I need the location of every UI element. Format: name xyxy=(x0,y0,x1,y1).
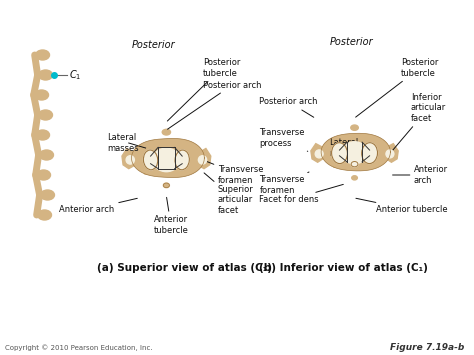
Text: Anterior
tubercle: Anterior tubercle xyxy=(154,197,188,235)
Ellipse shape xyxy=(41,190,55,200)
Polygon shape xyxy=(321,133,391,171)
Ellipse shape xyxy=(36,170,51,180)
Text: Superior
articular
facet: Superior articular facet xyxy=(204,173,254,215)
Text: Posterior arch: Posterior arch xyxy=(167,81,262,129)
Ellipse shape xyxy=(332,143,347,164)
Ellipse shape xyxy=(352,176,357,180)
Text: Lateral
masses: Lateral masses xyxy=(107,133,138,153)
Polygon shape xyxy=(122,148,136,169)
Ellipse shape xyxy=(126,156,135,164)
Ellipse shape xyxy=(162,129,171,135)
Text: (b) Inferior view of atlas (C₁): (b) Inferior view of atlas (C₁) xyxy=(259,263,428,273)
Ellipse shape xyxy=(351,125,358,130)
Ellipse shape xyxy=(38,70,53,80)
Text: (a) Superior view of atlas (C₁): (a) Superior view of atlas (C₁) xyxy=(97,263,272,273)
Ellipse shape xyxy=(36,50,49,60)
Polygon shape xyxy=(197,148,211,169)
Text: Facet for dens: Facet for dens xyxy=(259,184,343,204)
Text: Posterior: Posterior xyxy=(132,40,175,50)
Text: Posterior
tubercle: Posterior tubercle xyxy=(356,58,438,117)
Polygon shape xyxy=(131,138,204,178)
Ellipse shape xyxy=(37,210,52,220)
Text: Lateral
masses: Lateral masses xyxy=(329,138,360,158)
Ellipse shape xyxy=(175,150,189,170)
Ellipse shape xyxy=(153,148,180,172)
Ellipse shape xyxy=(351,162,358,167)
Ellipse shape xyxy=(144,150,158,170)
Ellipse shape xyxy=(164,183,169,188)
Text: Transverse
foramen: Transverse foramen xyxy=(204,160,264,185)
Ellipse shape xyxy=(40,150,54,160)
Ellipse shape xyxy=(36,130,49,140)
Ellipse shape xyxy=(362,143,377,164)
Ellipse shape xyxy=(386,150,394,158)
Text: Copyright © 2010 Pearson Education, Inc.: Copyright © 2010 Pearson Education, Inc. xyxy=(5,345,153,351)
Polygon shape xyxy=(311,144,324,162)
Ellipse shape xyxy=(315,150,323,158)
Ellipse shape xyxy=(198,156,207,164)
Text: Anterior arch: Anterior arch xyxy=(59,198,137,214)
Text: Posterior
tubercle: Posterior tubercle xyxy=(167,58,240,121)
Text: $C_1$: $C_1$ xyxy=(69,68,82,82)
Text: Anterior
arch: Anterior arch xyxy=(392,165,448,185)
Ellipse shape xyxy=(38,110,53,120)
Text: Anterior tubercle: Anterior tubercle xyxy=(356,198,448,214)
Polygon shape xyxy=(145,158,188,174)
Text: Figure 7.19a-b: Figure 7.19a-b xyxy=(390,344,465,353)
Text: Transverse
process: Transverse process xyxy=(259,128,308,151)
Text: Inferior
articular
facet: Inferior articular facet xyxy=(392,93,446,151)
Text: Transverse
foramen: Transverse foramen xyxy=(259,172,309,195)
Polygon shape xyxy=(334,152,375,167)
Ellipse shape xyxy=(35,90,48,100)
Ellipse shape xyxy=(342,142,367,164)
Text: Posterior arch: Posterior arch xyxy=(259,98,318,117)
Text: Posterior: Posterior xyxy=(330,37,374,47)
Polygon shape xyxy=(385,144,398,162)
